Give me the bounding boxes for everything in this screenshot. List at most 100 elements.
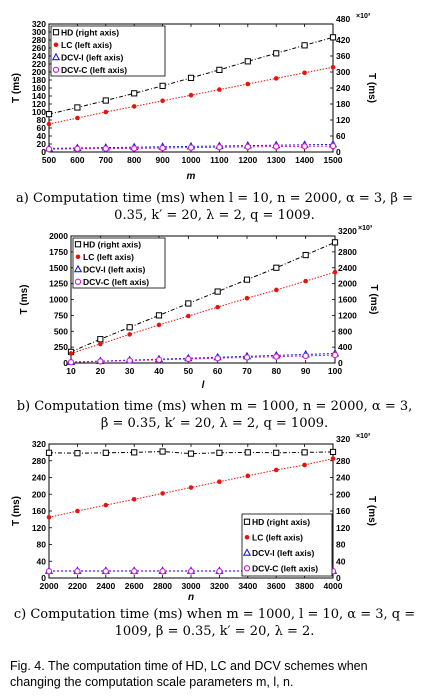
y-left-axis-label: T (ms) (11, 496, 22, 526)
y-left-tick-label: 200 (32, 67, 46, 77)
y-left-tick-label: 240 (32, 473, 46, 483)
series-point-4 (187, 568, 195, 575)
y-right-exponent: ×10³ (356, 433, 371, 440)
series-point-4 (214, 355, 221, 362)
series-point-2 (75, 115, 80, 121)
y-left-tick-label: 750 (54, 310, 68, 320)
series-point-2 (302, 70, 307, 76)
x-tick-label: 90 (301, 366, 311, 376)
series-point-4 (185, 355, 192, 363)
y-left-tick-label: 140 (32, 91, 46, 101)
x-axis-label: n (188, 592, 194, 603)
y-right-tick-label: 180 (336, 99, 350, 109)
x-tick-label: 2600 (125, 581, 144, 591)
y-left-tick-label: 120 (32, 523, 46, 533)
series-point-2 (274, 287, 279, 293)
figure-caption: Fig. 4. The computation time of HD, LC a… (10, 659, 368, 689)
series-point-2 (217, 87, 222, 92)
chart-c: 2000 2200 2400 2600 2800 3000 3200 3400 3600 3800… (11, 433, 377, 603)
y-right-tick-label: 0 (336, 147, 341, 157)
y-left-axis-label: T (ms) (19, 285, 30, 315)
y-left-tick-label: 1250 (49, 279, 68, 289)
x-tick-label: 4000 (324, 581, 343, 591)
series-point-2 (303, 278, 308, 284)
y-left-tick-label: 180 (32, 75, 46, 85)
y-left-tick-label: 0 (41, 147, 46, 157)
series-point-4 (159, 568, 166, 575)
y-right-tick-label: 400 (338, 342, 352, 352)
legend: HD (right axis) LC (left axis) DCV-I (left… (241, 513, 333, 577)
series-point-2 (188, 485, 194, 490)
y-right-tick-label: 120 (336, 523, 350, 533)
series-point-1 (273, 264, 280, 271)
series-line-4 (70, 354, 336, 363)
legend-box (241, 513, 333, 577)
series-line-4 (48, 145, 334, 150)
series-point-4 (244, 143, 251, 150)
y-right-tick-label: 300 (336, 67, 350, 77)
caption-a: a) Computation time (ms) when l = 10, n … (16, 191, 413, 223)
x-axis-label: l (202, 380, 205, 391)
series-point-1 (187, 74, 195, 81)
series-point-2 (273, 76, 279, 81)
series-point-4 (273, 353, 280, 360)
y-left-tick-label: 320 (32, 439, 46, 449)
legend-label-1: HD (right axis) (252, 517, 310, 527)
legend-label-3: DCV-I (left axis) (61, 52, 124, 62)
series-point-1 (45, 111, 53, 118)
y-right-tick-label: 240 (336, 83, 350, 93)
y-left-tick-label: 160 (32, 506, 46, 516)
y-right-tick-label: 80 (336, 540, 346, 550)
series-point-2 (156, 322, 162, 328)
series-point-2 (127, 332, 132, 337)
legend-label-1: HD (right axis) (61, 27, 119, 37)
y-right-tick-label: 280 (336, 456, 350, 466)
series-point-1 (159, 448, 166, 455)
x-tick-label: 1100 (210, 155, 229, 165)
series-point-4 (216, 568, 223, 575)
series-point-1 (74, 104, 81, 111)
series-point-2 (273, 467, 279, 473)
y-left-tick-label: 220 (32, 59, 46, 69)
series-line-1 (70, 241, 336, 353)
series-point-4 (216, 144, 223, 151)
y-right-tick-label: 2400 (338, 263, 357, 273)
y-right-tick-label: 200 (336, 489, 350, 499)
legend-label-4: DCV-C (left axis) (252, 563, 318, 573)
y-left-tick-label: 280 (32, 35, 46, 45)
series-point-1 (273, 449, 280, 456)
legend-label-2: LC (left axis) (83, 252, 134, 262)
series-point-4 (302, 352, 309, 360)
series-point-4 (273, 143, 280, 150)
y-left-tick-label: 80 (37, 115, 47, 125)
x-tick-label: 3000 (182, 581, 201, 591)
y-left-tick-label: 300 (32, 27, 46, 37)
series-point-2 (188, 92, 194, 98)
y-left-tick-label: 2000 (49, 231, 68, 241)
y-right-tick-label: 60 (336, 131, 346, 141)
series-point-1 (97, 336, 104, 343)
x-tick-label: 50 (184, 366, 194, 376)
series-point-2 (245, 81, 251, 87)
legend-marker-4 (52, 66, 60, 73)
series-line-2 (70, 271, 336, 354)
x-tick-label: 3800 (295, 581, 314, 591)
y-right-tick-label: 160 (336, 506, 350, 516)
legend-marker-3 (242, 548, 252, 556)
x-tick-label: 100 (328, 366, 342, 376)
series-point-1 (329, 448, 337, 456)
series-point-4 (45, 568, 53, 575)
x-tick-label: 2800 (153, 581, 172, 591)
series-point-4 (97, 358, 104, 365)
series-point-2 (330, 456, 336, 461)
y-left-tick-label: 200 (32, 489, 46, 499)
x-tick-label: 1000 (182, 155, 201, 165)
y-left-tick-label: 0 (41, 573, 46, 583)
y-right-axis-label: T (ms) (366, 496, 377, 526)
series-line-1 (48, 451, 334, 455)
series-point-1 (329, 34, 337, 41)
y-right-top-label: 3200 (338, 226, 357, 236)
series-point-4 (331, 351, 339, 359)
x-tick-label: 700 (99, 155, 113, 165)
series-point-4 (329, 142, 337, 150)
